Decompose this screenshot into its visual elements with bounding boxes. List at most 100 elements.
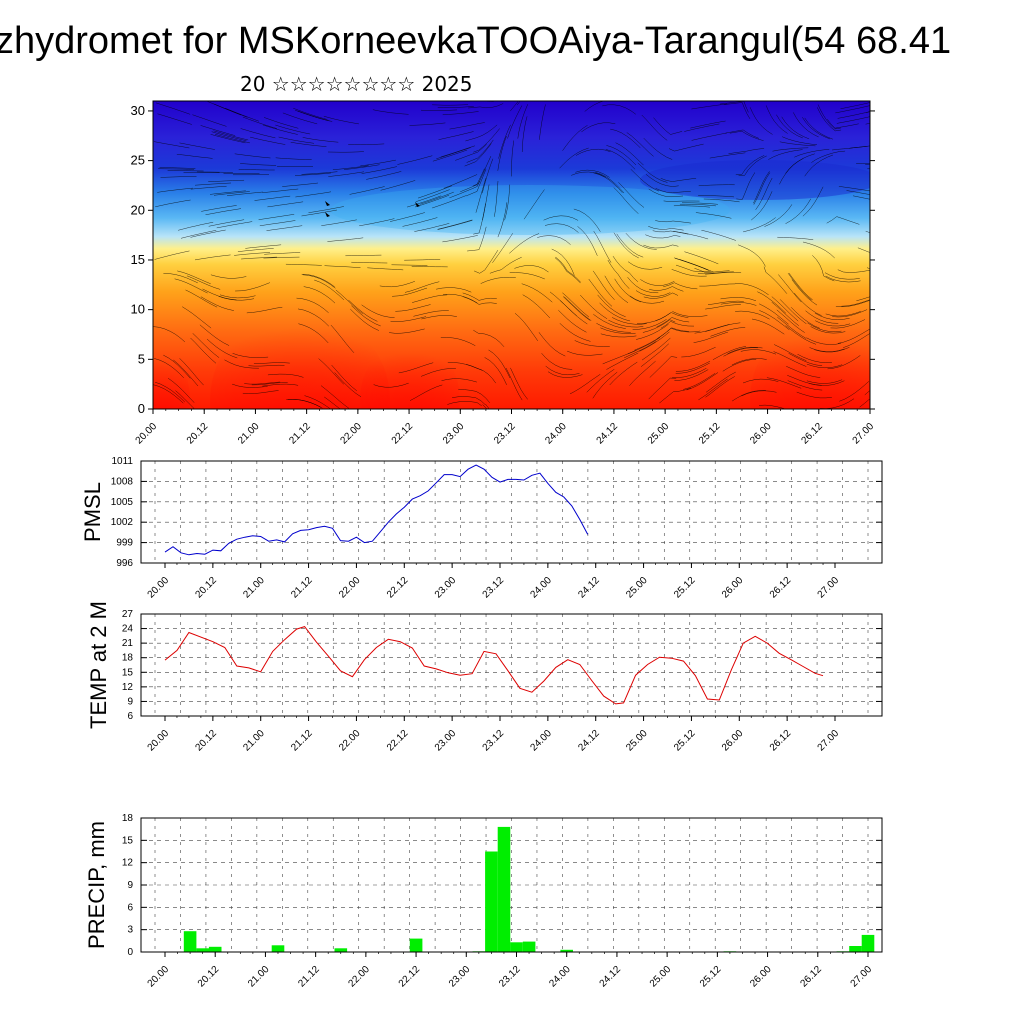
streamline bbox=[185, 289, 218, 308]
streamline bbox=[348, 299, 378, 322]
streamline bbox=[414, 223, 450, 232]
streamline bbox=[421, 315, 457, 320]
precip-bar bbox=[497, 826, 511, 952]
streamline bbox=[802, 117, 831, 140]
streamline bbox=[710, 327, 746, 337]
streamline bbox=[335, 289, 363, 315]
x-tick-label: 26.12 bbox=[799, 421, 825, 447]
streamline bbox=[210, 134, 246, 144]
streamline bbox=[722, 359, 757, 372]
streamline bbox=[773, 351, 807, 367]
streamline bbox=[465, 169, 487, 197]
streamline bbox=[200, 296, 234, 311]
streamline bbox=[163, 354, 191, 379]
precip-grid bbox=[141, 817, 882, 953]
streamline bbox=[627, 337, 661, 355]
streamline bbox=[509, 233, 540, 254]
streamline bbox=[753, 172, 771, 205]
streamline bbox=[282, 112, 318, 125]
streamline bbox=[264, 252, 301, 255]
streamline bbox=[473, 329, 505, 347]
streamline bbox=[832, 309, 868, 318]
streamline bbox=[186, 275, 221, 290]
x-tick-label: 26.12 bbox=[768, 728, 794, 754]
x-tick-label: 24.12 bbox=[576, 575, 602, 601]
x-tick-label: 22.12 bbox=[390, 421, 416, 447]
streamline bbox=[498, 124, 511, 159]
streamline bbox=[697, 271, 734, 275]
streamline bbox=[777, 316, 807, 339]
streamline bbox=[701, 229, 736, 241]
streamline bbox=[234, 153, 271, 159]
streamline bbox=[541, 353, 573, 370]
streamline bbox=[324, 396, 341, 409]
x-tick-label: 25.12 bbox=[697, 421, 723, 447]
streamline bbox=[757, 291, 787, 314]
streamline bbox=[672, 367, 707, 378]
y-tick-label: 5 bbox=[138, 351, 145, 366]
streamline bbox=[779, 158, 804, 185]
streamline bbox=[441, 378, 477, 383]
streamline bbox=[758, 404, 786, 409]
x-tick-label: 24.12 bbox=[598, 964, 624, 990]
streamline bbox=[379, 281, 415, 288]
streamline bbox=[213, 103, 248, 118]
streamline bbox=[547, 371, 583, 378]
streamline bbox=[694, 267, 730, 273]
streamline bbox=[521, 116, 528, 153]
streamline bbox=[411, 266, 448, 268]
streamline bbox=[865, 163, 870, 165]
y-tick-label: 18 bbox=[122, 653, 134, 664]
streamline bbox=[606, 352, 639, 370]
streamline bbox=[447, 401, 482, 407]
streamline bbox=[538, 332, 566, 357]
streamline bbox=[440, 337, 476, 346]
x-tick-label: 23.12 bbox=[492, 421, 518, 447]
streamline bbox=[831, 145, 868, 151]
streamline bbox=[301, 209, 338, 217]
x-tick-label: 20.00 bbox=[146, 575, 172, 601]
streamline bbox=[642, 319, 676, 333]
streamline bbox=[437, 220, 473, 230]
streamline bbox=[837, 269, 870, 273]
streamline bbox=[253, 362, 290, 364]
streamline bbox=[484, 357, 507, 386]
streamline bbox=[660, 321, 695, 329]
temp-series bbox=[164, 626, 824, 705]
streamline bbox=[691, 132, 727, 141]
streamline bbox=[348, 143, 385, 145]
streamline bbox=[176, 153, 213, 159]
y-tick-label: 996 bbox=[116, 558, 133, 569]
streamline bbox=[296, 297, 329, 313]
streamline bbox=[328, 171, 365, 177]
streamline bbox=[804, 117, 833, 140]
streamline bbox=[824, 272, 860, 280]
streamline bbox=[205, 208, 242, 216]
pmsl-grid bbox=[141, 460, 882, 564]
streamline bbox=[327, 151, 364, 153]
streamline bbox=[776, 114, 803, 139]
streamline bbox=[742, 378, 779, 384]
streamline bbox=[674, 257, 709, 271]
streamline bbox=[649, 356, 678, 378]
streamline bbox=[656, 317, 690, 328]
streamline bbox=[473, 128, 500, 153]
streamline bbox=[173, 359, 199, 387]
x-tick-label: 20.00 bbox=[134, 421, 160, 447]
streamline bbox=[390, 316, 427, 322]
streamline bbox=[608, 319, 644, 328]
streamline bbox=[766, 377, 802, 389]
streamline bbox=[751, 318, 785, 335]
streamline bbox=[743, 217, 776, 233]
streamline bbox=[216, 221, 253, 229]
streamline bbox=[473, 203, 486, 235]
streamline bbox=[465, 124, 498, 142]
precip-bar bbox=[271, 945, 285, 952]
streamline bbox=[308, 206, 344, 213]
streamline bbox=[605, 149, 636, 170]
streamline bbox=[835, 105, 870, 114]
streamline bbox=[735, 310, 770, 320]
temp-frame bbox=[140, 613, 883, 717]
streamline bbox=[705, 322, 741, 332]
streamline bbox=[856, 296, 870, 302]
